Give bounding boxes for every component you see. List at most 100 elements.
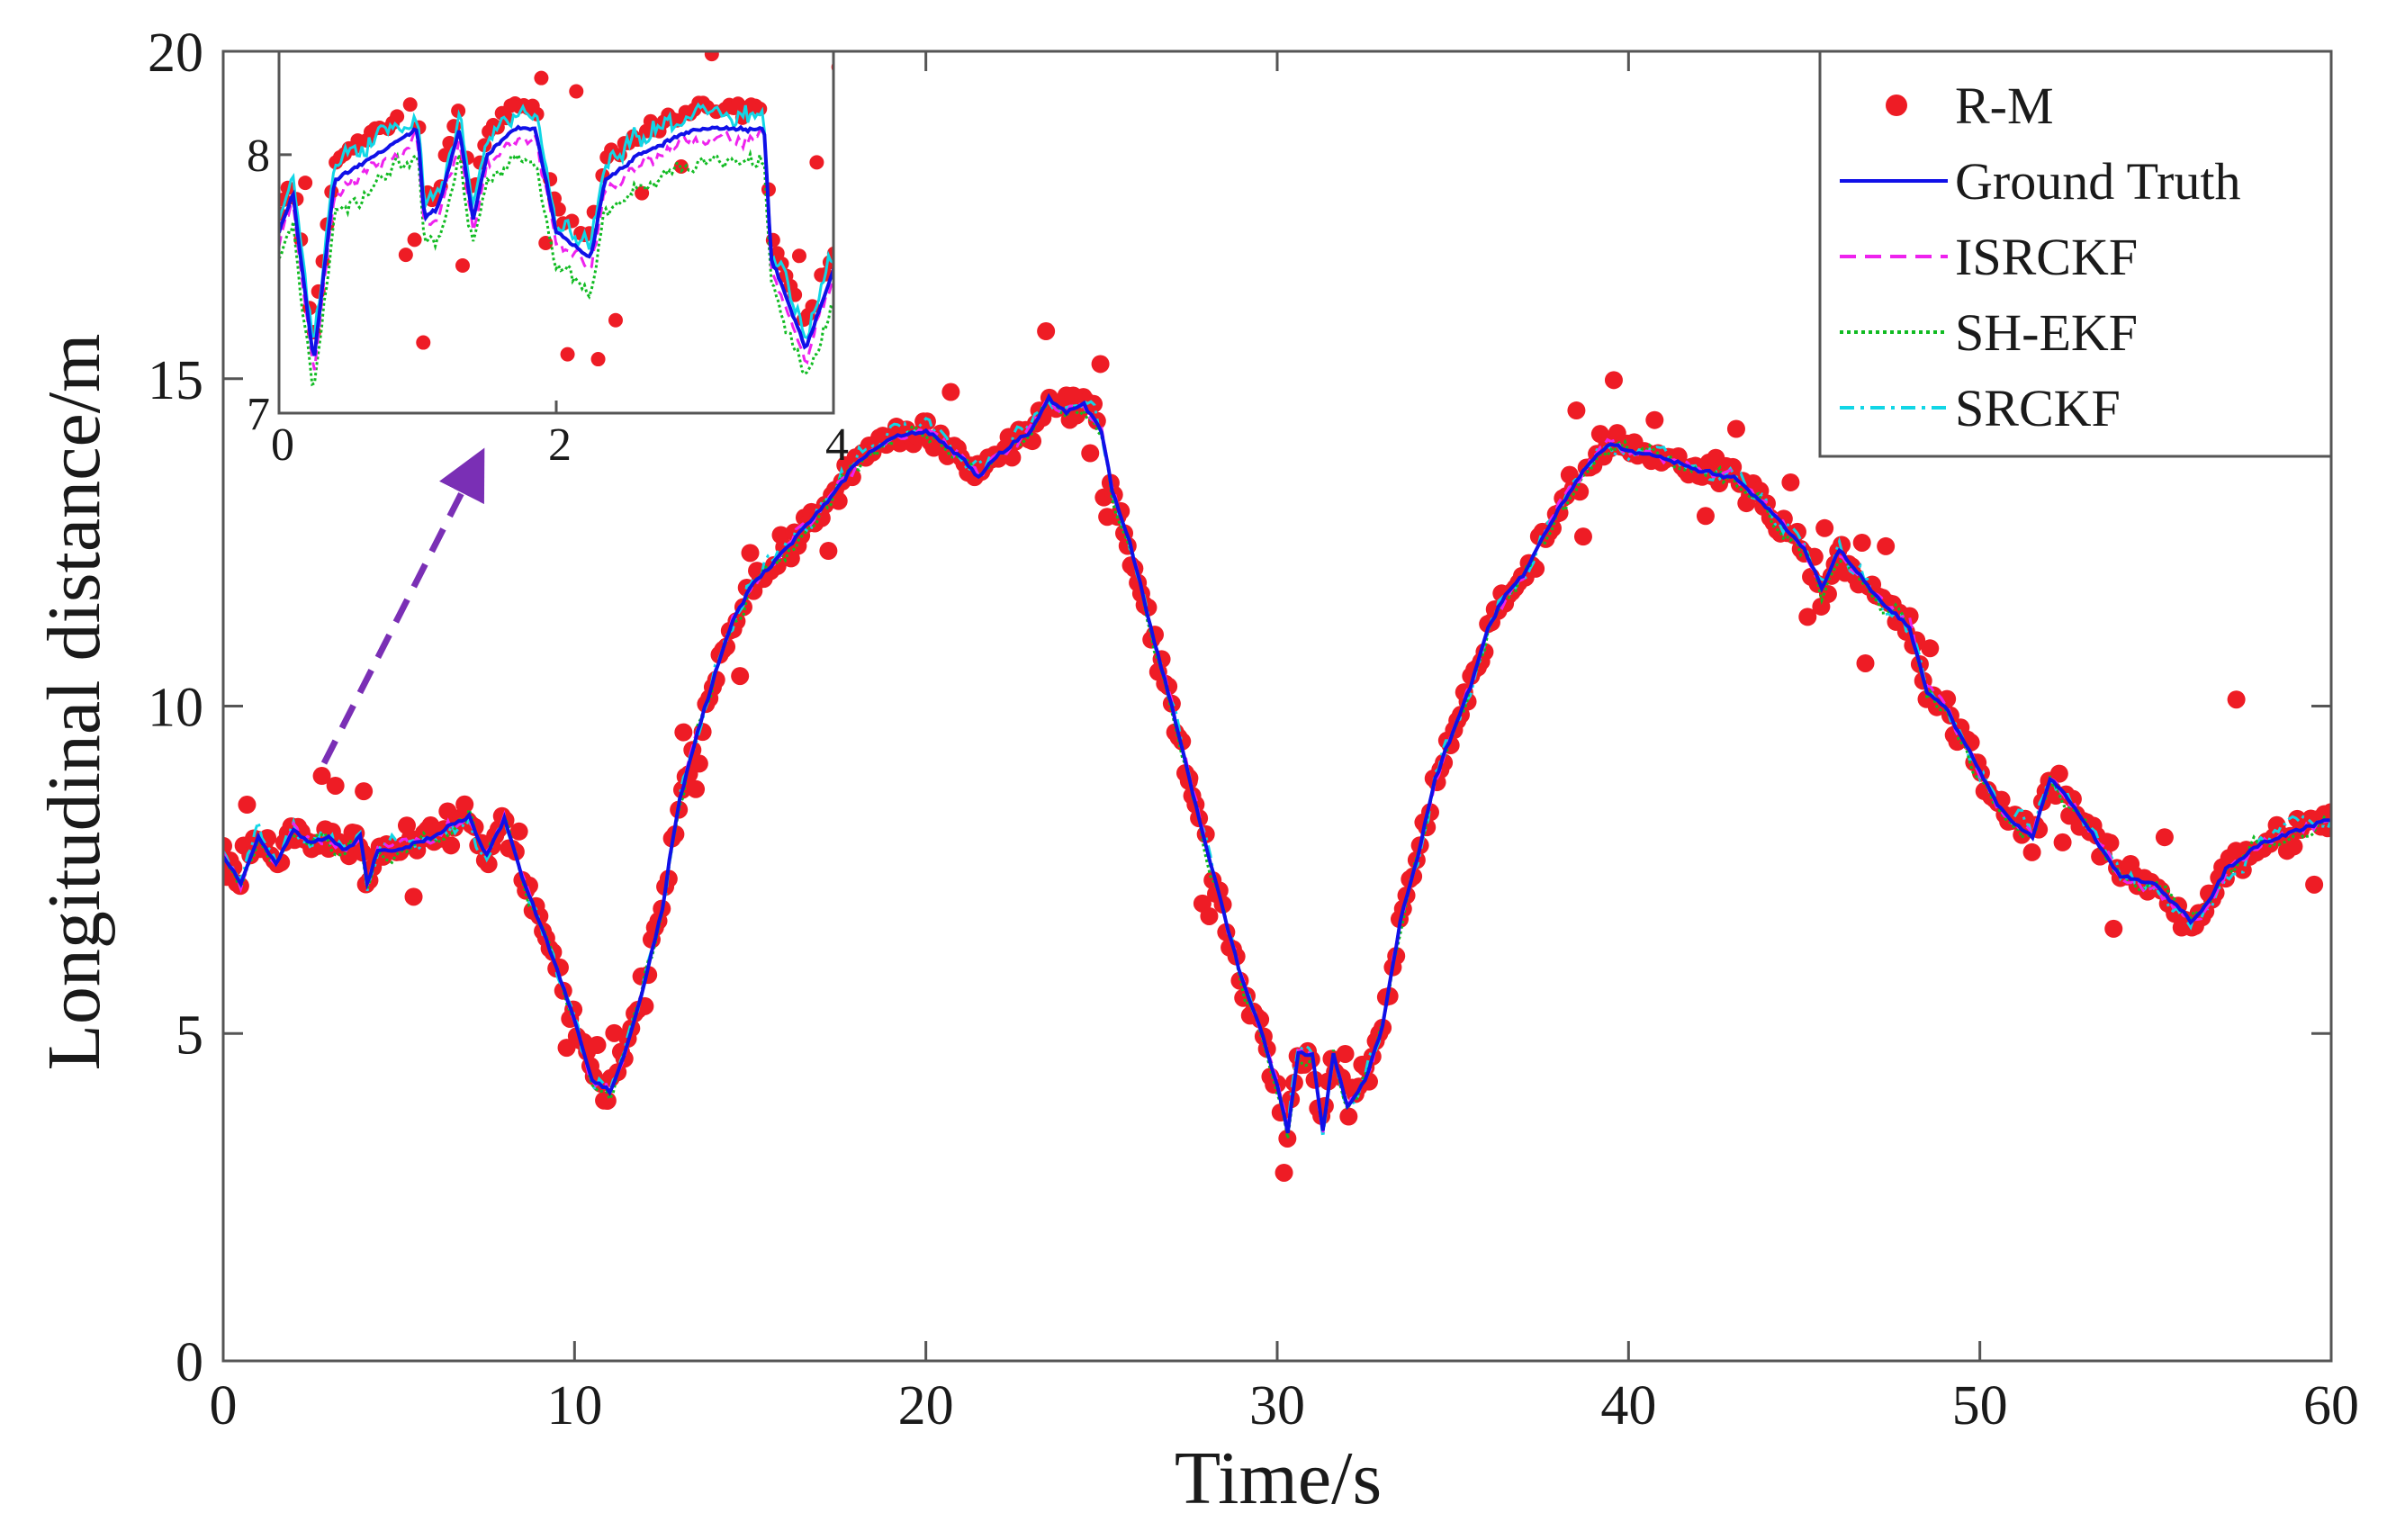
inset-y-tick-label: 8 bbox=[247, 131, 270, 182]
rm-point bbox=[355, 782, 374, 801]
inset-rm-point bbox=[402, 97, 418, 113]
inset-rm-point bbox=[407, 232, 422, 248]
inset-plot: 0 2 4 7 8 bbox=[247, 50, 849, 765]
legend-label: R-M bbox=[1955, 77, 2054, 135]
data-group bbox=[223, 322, 2331, 1182]
rm-point bbox=[442, 836, 461, 855]
y-tick-label: 20 bbox=[148, 23, 203, 84]
rm-point bbox=[2227, 690, 2246, 709]
x-tick-label: 20 bbox=[898, 1375, 954, 1436]
inset-sh-ekf-line bbox=[279, 149, 833, 387]
rm-point bbox=[2053, 833, 2072, 851]
rm-point bbox=[1567, 401, 1586, 420]
sh-ekf-line bbox=[223, 396, 2331, 1139]
rm-point bbox=[819, 542, 838, 561]
x-axis-title: Time/s bbox=[1175, 1436, 1382, 1520]
rm-point bbox=[1336, 1044, 1355, 1063]
y-tick-label: 0 bbox=[176, 1332, 203, 1393]
inset-rm-point bbox=[560, 347, 575, 362]
inset-rm-point bbox=[635, 185, 650, 201]
inset-rm-point bbox=[590, 352, 606, 367]
rm-point bbox=[1696, 507, 1715, 526]
inset-srckf-line bbox=[279, 102, 833, 340]
rm-point bbox=[674, 723, 693, 742]
inset-rm-point bbox=[704, 51, 719, 62]
inset-rm-point bbox=[534, 70, 549, 86]
rm-point bbox=[1339, 1107, 1358, 1126]
rm-point bbox=[1571, 482, 1590, 501]
y-tick-label: 5 bbox=[176, 1004, 203, 1066]
rm-point bbox=[1815, 518, 1834, 537]
inset-rm-point bbox=[809, 155, 824, 170]
inset-rm-point bbox=[298, 176, 313, 191]
rm-point bbox=[1877, 536, 1896, 555]
zoom-arrow bbox=[320, 447, 485, 765]
inset-rm-point bbox=[455, 257, 470, 273]
rm-point bbox=[941, 383, 960, 401]
legend-label: SRCKF bbox=[1955, 379, 2121, 437]
rm-point bbox=[2022, 842, 2041, 861]
rm-point bbox=[598, 1091, 617, 1110]
x-tick-label: 0 bbox=[210, 1375, 238, 1436]
rm-point bbox=[689, 754, 708, 773]
rm-point bbox=[1278, 1129, 1297, 1148]
rm-point bbox=[404, 887, 423, 906]
rm-point bbox=[2049, 764, 2068, 783]
rm-point bbox=[1091, 355, 1110, 374]
rm-point bbox=[687, 779, 706, 798]
inset-rm-point bbox=[499, 111, 514, 126]
inset-rm-point bbox=[791, 248, 806, 264]
inset-rm-point bbox=[398, 248, 413, 263]
legend-label: Ground Truth bbox=[1955, 152, 2240, 211]
rm-point bbox=[479, 855, 498, 874]
rm-point bbox=[731, 667, 750, 686]
x-tick-label: 40 bbox=[1600, 1375, 1656, 1436]
rm-point bbox=[1200, 906, 1219, 925]
inset-rm-point bbox=[569, 84, 584, 99]
rm-point bbox=[1573, 527, 1592, 546]
y-tick-label: 10 bbox=[148, 678, 203, 739]
inset-rm-point bbox=[538, 236, 554, 251]
rm-point bbox=[1275, 1163, 1293, 1182]
y-tick-label: 15 bbox=[148, 350, 203, 411]
rm-point bbox=[1774, 509, 1793, 528]
inset-y-tick-label: 7 bbox=[247, 389, 270, 440]
plot-frame bbox=[221, 50, 2333, 1363]
rm-point bbox=[1798, 608, 1817, 626]
inset-x-tick-label: 0 bbox=[271, 419, 294, 471]
x-tick-label: 50 bbox=[1952, 1375, 2008, 1436]
rm-point bbox=[1781, 473, 1800, 491]
inset-x-tick-label: 4 bbox=[825, 419, 849, 471]
rm-point bbox=[1726, 419, 1745, 438]
legend: R-M Ground Truth ISRCKF SH-EKF SRCKF bbox=[1818, 50, 2333, 458]
rm-point bbox=[2284, 837, 2303, 856]
rm-point bbox=[588, 1036, 607, 1055]
rm-point bbox=[2155, 828, 2174, 847]
ground-truth-line bbox=[223, 392, 2331, 1134]
rm-point bbox=[605, 1023, 624, 1042]
x-tick-label: 10 bbox=[546, 1375, 602, 1436]
rm-point bbox=[272, 853, 291, 872]
inset-isrckf-line bbox=[279, 129, 833, 371]
rm-point bbox=[1921, 639, 1940, 658]
y-axis-title: Longitudinal distance/m bbox=[32, 334, 116, 1071]
rm-point bbox=[455, 795, 474, 814]
legend-marker-r-m bbox=[1886, 95, 1907, 116]
rm-point bbox=[1604, 371, 1623, 390]
legend-label: ISRCKF bbox=[1955, 228, 2138, 286]
rm-point bbox=[1081, 444, 1100, 463]
rm-point bbox=[557, 1039, 576, 1058]
legend-box bbox=[1818, 50, 2333, 458]
rm-point bbox=[2101, 833, 2120, 852]
x-tick-label: 60 bbox=[2303, 1375, 2359, 1436]
rm-point bbox=[312, 767, 331, 786]
rm-point bbox=[2104, 919, 2123, 938]
rm-point bbox=[509, 822, 528, 841]
rm-point bbox=[829, 491, 848, 510]
inset-rm-point bbox=[765, 232, 780, 248]
rm-point bbox=[1645, 410, 1664, 429]
rm-point bbox=[1856, 653, 1875, 672]
